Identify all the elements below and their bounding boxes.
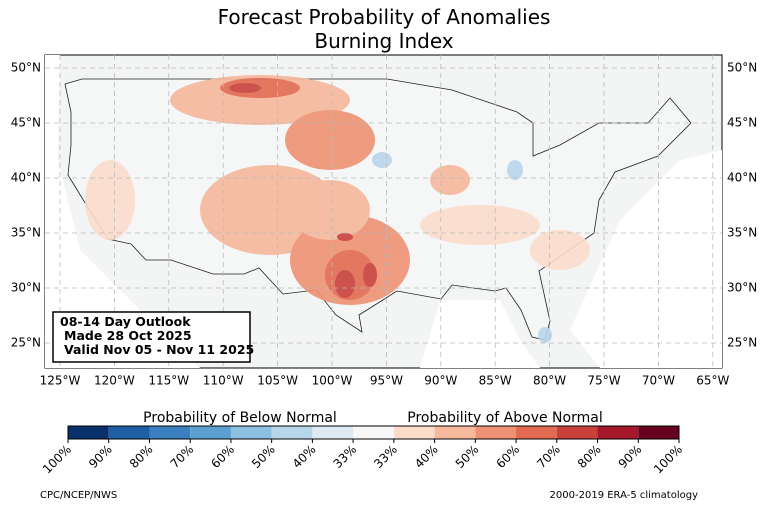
probability-shading	[85, 75, 590, 343]
colorbar-tick-label: 90%	[86, 442, 115, 471]
lat-label: 40°N	[11, 171, 41, 185]
title-line: Forecast Probability of Anomalies	[218, 5, 551, 29]
lat-label: 25°N	[11, 336, 41, 350]
lat-label: 35°N	[11, 226, 41, 240]
colorbar-segment	[230, 426, 272, 439]
lon-label: 95°W	[370, 374, 403, 388]
lon-label: 115°W	[148, 374, 189, 388]
colorbar-tick-label: 100%	[651, 442, 685, 476]
colorbar-tick-label: 90%	[616, 442, 645, 471]
colorbar-segment	[353, 426, 394, 439]
colorbar-tick-label: 50%	[453, 442, 482, 471]
colorbar-segment	[190, 426, 231, 439]
lon-label: 85°W	[479, 374, 512, 388]
colorbar-segment	[393, 426, 435, 439]
lat-label: 25°N	[727, 336, 757, 350]
colorbar-frame	[67, 425, 680, 440]
colorbar-tick-label: 33%	[371, 442, 400, 471]
lon-label: 110°W	[203, 374, 244, 388]
lat-label: 45°N	[727, 116, 757, 130]
footer-left: CPC/NCEP/NWS	[40, 490, 117, 501]
colorbar-tick-label: 100%	[40, 442, 74, 476]
lon-label: 100°W	[312, 374, 353, 388]
info-line: Made 28 Oct 2025	[64, 328, 192, 343]
colorbar-tick-label: 33%	[330, 442, 359, 471]
lon-label: 80°W	[533, 374, 566, 388]
colorbar-segment	[149, 426, 191, 439]
colorbar-segment	[68, 426, 109, 439]
colorbar-tick-label: 60%	[208, 442, 237, 471]
colorbar-tick-label: 40%	[412, 442, 441, 471]
lon-label: 105°W	[257, 374, 298, 388]
colorbar-segment	[434, 426, 476, 439]
colorbar-segment	[475, 426, 517, 439]
colorbar-segment	[638, 426, 679, 439]
colorbar-segment	[108, 426, 150, 439]
lat-label: 30°N	[11, 281, 41, 295]
colorbar-segment	[556, 426, 598, 439]
colorbar-tick-label: 40%	[290, 442, 319, 471]
colorbar-tick-label: 70%	[168, 442, 197, 471]
lon-label: 125°W	[40, 374, 81, 388]
lat-label: 45°N	[11, 116, 41, 130]
lat-label: 50°N	[727, 61, 757, 75]
colorbar-segment	[597, 426, 639, 439]
colorbar-tick-label: 70%	[534, 442, 563, 471]
lon-label: 70°W	[642, 374, 675, 388]
title-line: Burning Index	[314, 29, 453, 53]
colorbar-segment	[516, 426, 557, 439]
colorbar-label: Probability of Below Normal	[143, 410, 337, 426]
info-line: Valid Nov 05 - Nov 11 2025	[64, 342, 254, 357]
lat-label: 30°N	[727, 281, 757, 295]
lon-label: 75°W	[587, 374, 620, 388]
footer-right: 2000-2019 ERA-5 climatology	[550, 490, 699, 501]
colorbar-segment	[312, 426, 354, 439]
info-line: 08-14 Day Outlook	[60, 314, 191, 329]
colorbar-tick-label: 60%	[493, 442, 522, 471]
colorbar-tick-label: 80%	[575, 442, 604, 471]
lon-label: 90°W	[424, 374, 457, 388]
lat-label: 40°N	[727, 171, 757, 185]
colorbar-label: Probability of Above Normal	[407, 410, 602, 426]
lat-label: 35°N	[727, 226, 757, 240]
lon-label: 65°W	[696, 374, 729, 388]
colorbar-tick-label: 80%	[127, 442, 156, 471]
lon-label: 120°W	[94, 374, 135, 388]
colorbar-tick-label: 50%	[249, 442, 278, 471]
info-box: 08-14 Day Outlook Made 28 Oct 2025 Valid…	[52, 311, 254, 363]
colorbar-segment	[271, 426, 313, 439]
lat-label: 50°N	[11, 61, 41, 75]
